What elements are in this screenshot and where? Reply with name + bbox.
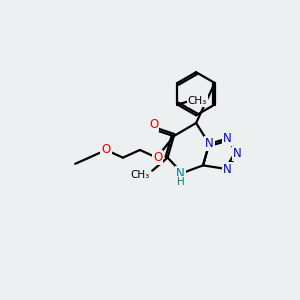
Text: N: N [223,163,232,176]
Text: O: O [101,143,111,157]
Text: N: N [232,147,241,160]
Text: O: O [153,151,162,164]
Text: CH₃: CH₃ [188,96,207,106]
Text: N: N [176,167,185,180]
Text: N: N [223,132,232,145]
Text: CH₃: CH₃ [130,170,149,180]
Text: N: N [205,137,214,150]
Text: H: H [177,177,184,187]
Text: O: O [149,118,158,131]
